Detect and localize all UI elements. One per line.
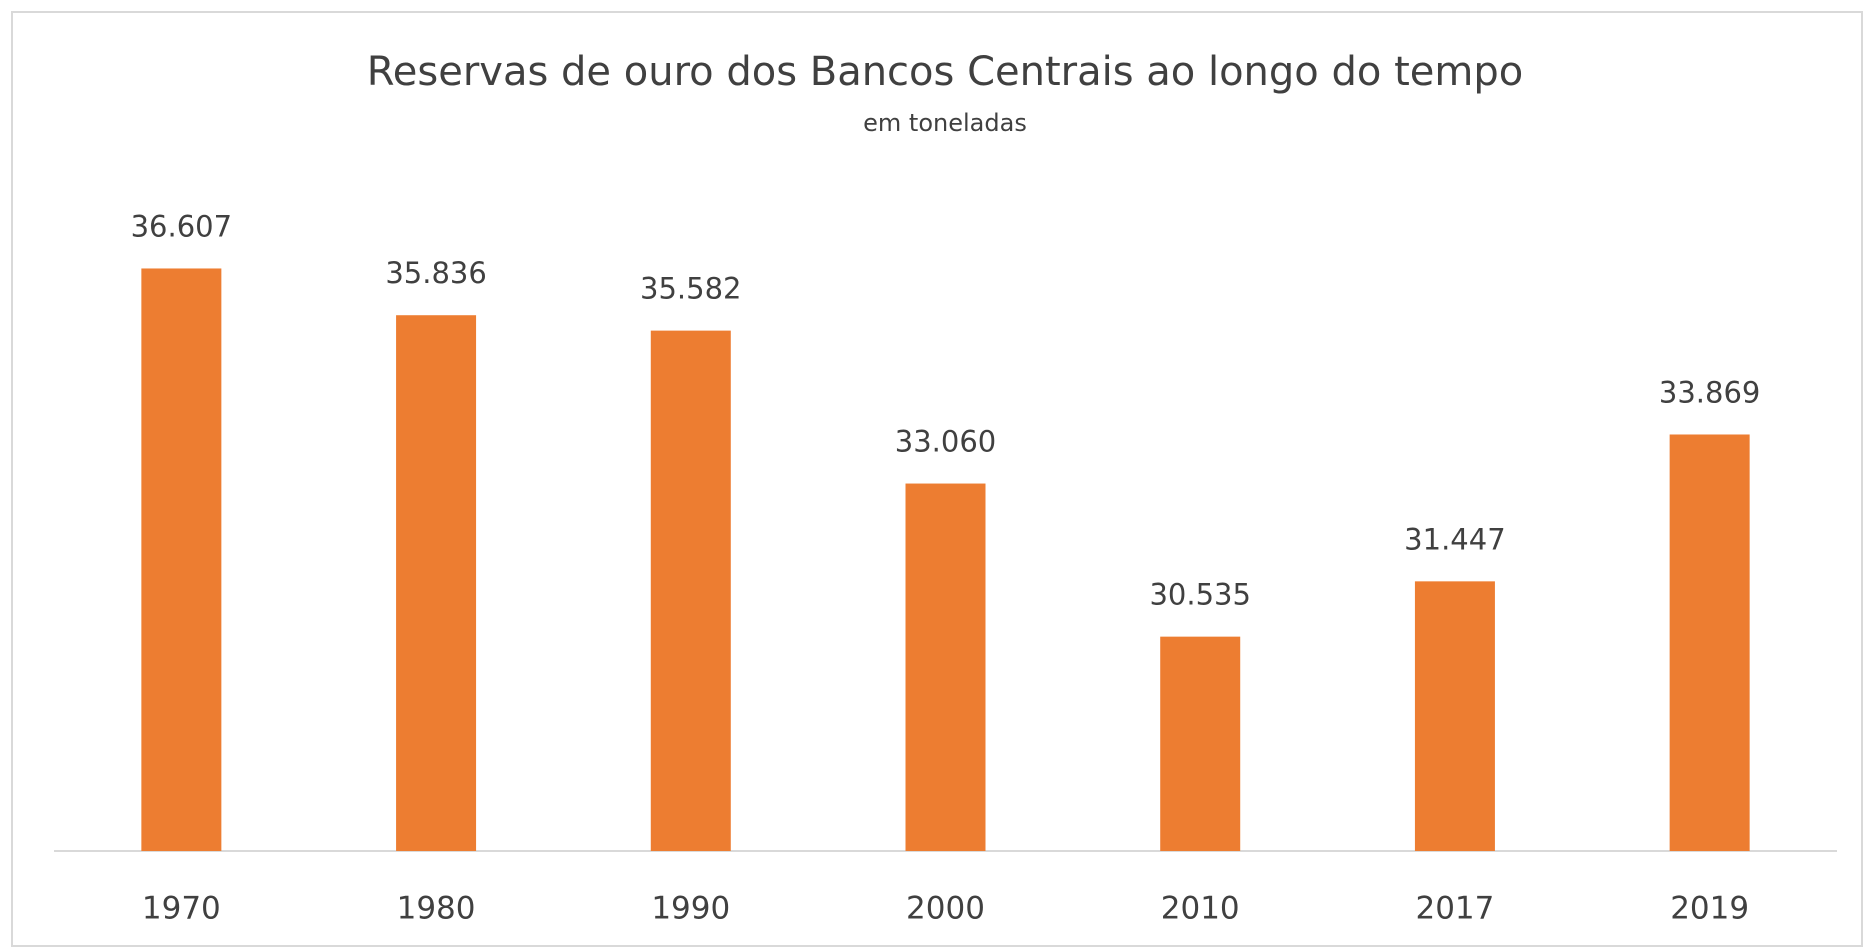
bar bbox=[650, 330, 731, 851]
x-tick-label: 2019 bbox=[1670, 891, 1749, 927]
x-tick-label: 1990 bbox=[651, 891, 730, 927]
chart-subtitle: em toneladas bbox=[863, 109, 1027, 137]
x-tick-label: 2000 bbox=[906, 891, 985, 927]
data-label: 33.060 bbox=[895, 425, 996, 459]
bar bbox=[1669, 434, 1750, 851]
bar bbox=[1160, 636, 1241, 851]
data-label: 31.447 bbox=[1404, 522, 1505, 556]
x-tick-label: 2010 bbox=[1161, 891, 1240, 927]
data-label: 33.869 bbox=[1659, 375, 1760, 409]
bar bbox=[141, 268, 222, 852]
data-label: 35.836 bbox=[385, 256, 486, 290]
x-tick-label: 2017 bbox=[1415, 891, 1494, 927]
x-tick-label: 1980 bbox=[397, 891, 476, 927]
data-label: 36.607 bbox=[131, 209, 232, 243]
bar bbox=[905, 483, 986, 851]
chart-title: Reservas de ouro dos Bancos Centrais ao … bbox=[367, 49, 1523, 95]
bar bbox=[396, 315, 477, 851]
data-label: 30.535 bbox=[1149, 578, 1250, 612]
x-tick-label: 1970 bbox=[142, 891, 221, 927]
data-label: 35.582 bbox=[640, 272, 741, 306]
bar bbox=[1414, 581, 1495, 851]
